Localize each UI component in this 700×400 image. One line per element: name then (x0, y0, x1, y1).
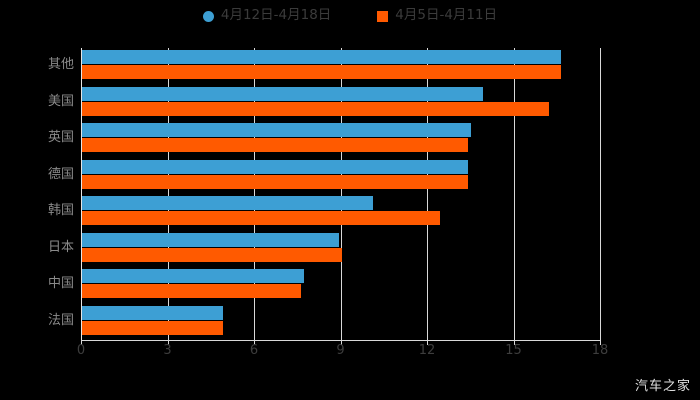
gridline-15 (513, 48, 515, 340)
bar[interactable] (82, 174, 469, 189)
bar-group (81, 159, 600, 189)
y-axis-label-1: 美国 (47, 93, 74, 109)
x-tick-label-3: 3 (163, 343, 172, 358)
gridline-6 (254, 48, 255, 340)
x-tick-label-6: 6 (249, 343, 259, 358)
bar-group (81, 123, 600, 152)
bar[interactable] (82, 101, 550, 116)
plot-area (81, 48, 601, 340)
y-axis-label-6: 中国 (47, 276, 74, 291)
chart-legend: 4月12日-4月18日 4月5日-4月11日 (0, 6, 700, 26)
x-tick-mark-18 (600, 340, 601, 345)
bar[interactable] (82, 86, 483, 101)
gridline-18 (600, 48, 601, 340)
x-tick-mark-15 (513, 340, 515, 345)
legend-circle-marker-icon (202, 10, 214, 22)
y-axis-category-labels: 其他美国英国德国韩国日本中国法国 (0, 48, 74, 340)
y-axis-label-3: 德国 (47, 166, 74, 182)
y-axis-label-2: 英国 (47, 130, 74, 145)
y-axis-label-0: 其他 (47, 57, 74, 72)
bar[interactable] (82, 196, 374, 210)
bar[interactable] (82, 138, 469, 152)
bar-group (81, 196, 600, 225)
x-tick-label-12: 12 (418, 343, 436, 358)
bar-group (81, 305, 600, 335)
bar[interactable] (82, 284, 302, 298)
bar[interactable] (82, 211, 440, 225)
gridline-0 (81, 48, 82, 340)
x-tick-mark-3 (167, 340, 169, 345)
legend-label-series-0: 4月12日-4月18日 (220, 7, 332, 24)
bar[interactable] (82, 305, 224, 320)
bar-group (81, 269, 600, 298)
x-tick-mark-9 (340, 340, 342, 345)
x-tick-label-0: 0 (76, 343, 86, 358)
bar[interactable] (82, 232, 339, 247)
bar-series-container (81, 48, 600, 340)
legend-square-marker-icon (377, 10, 389, 22)
legend-item-series-1[interactable]: 4月5日-4月11日 (377, 9, 497, 23)
bar[interactable] (82, 50, 561, 64)
x-tick-mark-12 (427, 340, 428, 345)
legend-label-series-1: 4月5日-4月11日 (395, 7, 498, 24)
bar-group (81, 86, 600, 116)
x-tick-label-15: 15 (505, 343, 522, 358)
bar[interactable] (82, 247, 342, 262)
bar[interactable] (82, 159, 469, 174)
watermark: 汽车之家 (634, 379, 691, 394)
bar-group (81, 232, 600, 262)
x-tick-mark-6 (254, 340, 255, 345)
y-axis-label-4: 韩国 (47, 203, 74, 218)
gridline-3 (167, 48, 169, 340)
bar[interactable] (82, 65, 561, 79)
bar[interactable] (82, 123, 472, 137)
y-axis-label-5: 日本 (47, 239, 74, 255)
bar-group (81, 50, 600, 79)
legend-item-series-0[interactable]: 4月12日-4月18日 (202, 7, 332, 24)
x-tick-label-18: 18 (591, 343, 609, 358)
bar[interactable] (82, 320, 224, 335)
x-tick-mark-0 (81, 340, 82, 345)
gridline-9 (340, 48, 342, 340)
x-tick-label-9: 9 (336, 343, 345, 358)
bar[interactable] (82, 269, 305, 283)
gridline-12 (427, 48, 428, 340)
y-axis-label-7: 法国 (47, 312, 74, 328)
